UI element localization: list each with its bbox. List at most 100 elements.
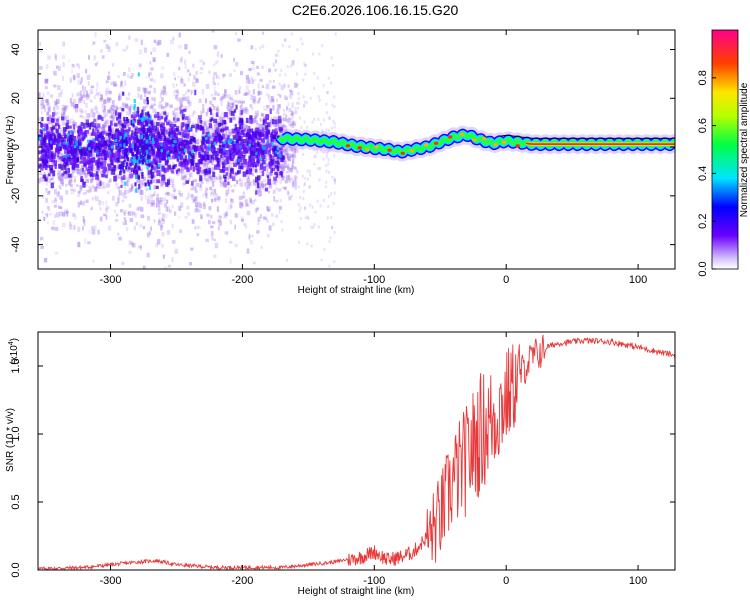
spectrogram-noise-dot — [142, 225, 146, 230]
spectrogram-noise-dot — [115, 182, 118, 186]
spectrogram-noise-dot — [259, 118, 262, 122]
spectrogram-core-highlight — [223, 148, 226, 152]
spectrogram-noise-dot — [326, 91, 329, 95]
spectrogram-core-dot — [242, 138, 247, 144]
spectrogram-core-dot — [204, 157, 208, 162]
spectrogram-core-dot — [118, 154, 122, 159]
spectrogram-noise-dot — [148, 90, 151, 94]
spectrogram-noise-dot — [96, 61, 99, 64]
spectrogram-core-dot — [92, 157, 96, 163]
spectrogram-noise-dot — [101, 124, 106, 130]
spectrogram-noise-dot — [198, 209, 201, 213]
spectrogram-core-highlight — [167, 156, 171, 160]
spectrogram-noise-dot — [212, 181, 215, 187]
spectrogram-core-dot — [120, 176, 124, 180]
spectrogram-core-dot — [260, 145, 263, 149]
spectrogram-core-dot — [174, 133, 178, 139]
spectrogram-core-dot — [51, 132, 56, 137]
spectrogram-noise-dot — [240, 71, 244, 76]
spectrogram-core-dot — [101, 160, 104, 165]
spectrogram-core-dot — [81, 167, 85, 172]
spectrogram-core-dot — [56, 139, 60, 143]
spectrogram-noise-dot — [95, 187, 97, 191]
spectrogram-noise-dot — [120, 117, 124, 123]
spectrogram-noise-dot — [216, 196, 221, 201]
spectrogram-noise-dot — [99, 98, 103, 103]
spectrogram-noise-dot — [60, 113, 64, 118]
spectrogram-core-dot — [85, 149, 89, 155]
spectrogram-noise-dot — [53, 204, 57, 208]
spectrogram-noise-dot — [56, 84, 61, 91]
spectrogram-noise-dot — [258, 191, 262, 197]
spectrogram-noise-dot — [322, 150, 325, 154]
spectrogram-core-dot — [159, 123, 163, 128]
spectrogram-noise-dot — [129, 242, 133, 246]
spectrogram-noise-dot — [44, 78, 49, 85]
spectrogram-core-dot — [63, 143, 66, 150]
spectrogram-noise-dot — [203, 148, 206, 154]
spectrogram-noise-dot — [277, 49, 280, 53]
spectrogram-noise-dot — [45, 78, 49, 83]
spectrogram-noise-dot — [202, 164, 205, 169]
spectrogram-core-dot — [40, 166, 44, 171]
spectrogram-core-dot — [77, 138, 81, 145]
spectrogram-noise-dot — [334, 32, 337, 36]
spectrogram-noise-dot — [285, 147, 288, 153]
spectrogram-noise-dot — [328, 240, 331, 244]
spectrogram-noise-dot — [101, 123, 105, 128]
spectrogram-core-dot — [197, 124, 202, 130]
spectrogram-core-dot — [95, 174, 99, 180]
spectrogram-noise-dot — [323, 150, 326, 154]
spectrogram-noise-dot — [212, 193, 215, 197]
spectrogram-noise-dot — [90, 108, 94, 114]
spectrogram-noise-dot — [303, 103, 306, 107]
spectrogram-core-dot — [225, 155, 229, 160]
spectrogram-core-dot — [246, 165, 251, 171]
spectrogram-noise-dot — [228, 110, 232, 116]
spectrogram-noise-dot — [146, 199, 151, 205]
spectrogram-core-dot — [266, 129, 271, 135]
spectrogram-core-dot — [123, 119, 128, 124]
spectrogram-noise-dot — [243, 93, 248, 96]
spectrogram-core-dot — [214, 135, 218, 141]
spectrogram-noise-dot — [252, 118, 256, 123]
spectrogram-noise-dot — [301, 42, 304, 46]
spectrogram-core-dot — [211, 140, 215, 147]
spectrogram-noise-dot — [73, 176, 77, 180]
spectrogram-core-dot — [256, 137, 260, 141]
spectrogram-streak-dot — [133, 104, 136, 109]
spectrogram-noise-dot — [133, 111, 137, 116]
spectrogram-noise-dot — [218, 173, 222, 179]
spectrogram-noise-dot — [72, 74, 75, 80]
spectrogram-noise-dot — [332, 119, 335, 123]
spectrogram-core-dot — [243, 146, 248, 152]
spectrogram-noise-dot — [311, 120, 314, 124]
spectrogram-streak-dot — [133, 165, 137, 170]
spectrogram-core-dot — [122, 129, 127, 136]
spectrogram-noise-dot — [71, 168, 75, 174]
spectrogram-noise-dot — [270, 172, 273, 176]
spectrogram-noise-dot — [122, 209, 127, 214]
spectrogram-core-dot — [138, 183, 141, 190]
spectrogram-noise-dot — [107, 191, 110, 194]
spectrogram-noise-dot — [272, 123, 274, 127]
spectrogram-noise-dot — [71, 68, 73, 73]
spectrogram-noise-dot — [259, 123, 263, 129]
spectrogram-noise-dot — [217, 195, 221, 201]
spectrogram-noise-dot — [130, 210, 134, 217]
spectrogram-noise-dot — [194, 190, 198, 193]
spectrogram-core-dot — [129, 162, 133, 167]
spectrogram-noise-dot — [160, 105, 165, 109]
spectrogram-noise-dot — [165, 204, 168, 208]
spectrogram-noise-dot — [218, 115, 221, 120]
spectrogram-noise-dot — [192, 63, 195, 68]
spectrogram-noise-dot — [202, 203, 206, 210]
spectrogram-streak-dot — [141, 109, 144, 114]
spectrogram-core-dot — [235, 172, 238, 176]
spectrogram-core-dot — [182, 139, 187, 143]
spectrogram-core-dot — [135, 135, 139, 141]
spectrogram-core-dot — [135, 132, 138, 136]
spectrogram-noise-dot — [285, 170, 289, 174]
spectrogram-streak-dot — [147, 179, 150, 184]
spectrogram-core-dot — [118, 113, 122, 118]
